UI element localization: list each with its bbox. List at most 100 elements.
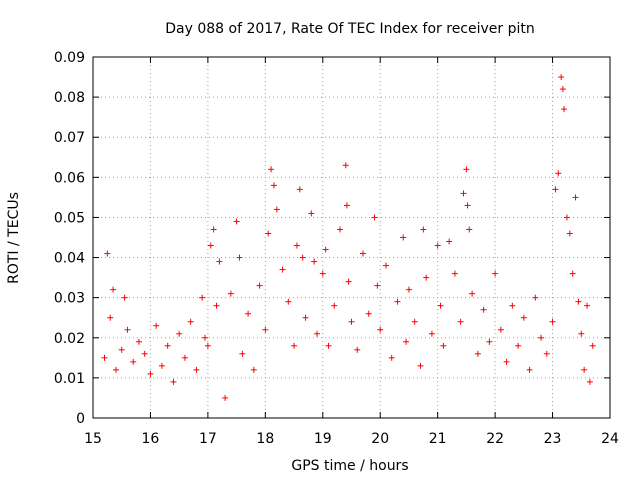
x-tick-label: 21 bbox=[429, 431, 447, 447]
data-point bbox=[480, 306, 487, 313]
data-point bbox=[437, 302, 444, 309]
data-point bbox=[586, 378, 593, 385]
data-point bbox=[299, 254, 306, 261]
data-point bbox=[213, 302, 220, 309]
data-point bbox=[285, 298, 292, 305]
data-point bbox=[265, 230, 272, 237]
x-tick-label: 20 bbox=[371, 431, 389, 447]
data-point bbox=[273, 206, 280, 213]
y-axis-ticks: 0 0.01 0.02 0.03 0.04 0.05 0.06 0.07 0.08 0.09 bbox=[54, 50, 610, 427]
data-point bbox=[342, 162, 349, 169]
data-point bbox=[423, 274, 430, 281]
data-point bbox=[446, 238, 453, 245]
data-point bbox=[589, 342, 596, 349]
data-point bbox=[245, 310, 252, 317]
x-axis-label: GPS time / hours bbox=[291, 458, 408, 474]
data-point bbox=[164, 342, 171, 349]
data-point bbox=[187, 318, 194, 325]
data-point bbox=[322, 246, 329, 253]
data-point bbox=[270, 182, 277, 189]
data-point bbox=[227, 290, 234, 297]
x-tick-label: 17 bbox=[199, 431, 217, 447]
data-point bbox=[293, 242, 300, 249]
data-point bbox=[202, 334, 209, 341]
data-point bbox=[578, 330, 585, 337]
data-point bbox=[569, 270, 576, 277]
data-point bbox=[354, 346, 361, 353]
y-tick-label: 0.04 bbox=[54, 251, 85, 267]
data-point bbox=[382, 262, 389, 269]
data-point bbox=[199, 294, 206, 301]
y-tick-label: 0.08 bbox=[54, 90, 85, 106]
data-point bbox=[509, 302, 516, 309]
y-tick-label: 0.02 bbox=[54, 331, 85, 347]
data-point bbox=[365, 310, 372, 317]
x-tick-label: 16 bbox=[142, 431, 160, 447]
plot-frame bbox=[92, 56, 611, 419]
data-point bbox=[486, 338, 493, 345]
data-point bbox=[526, 366, 533, 373]
data-point bbox=[492, 270, 499, 277]
data-point bbox=[469, 290, 476, 297]
data-point bbox=[153, 322, 160, 329]
data-point bbox=[388, 354, 395, 361]
data-point bbox=[210, 226, 217, 233]
data-point bbox=[262, 326, 269, 333]
data-point bbox=[371, 214, 378, 221]
data-point bbox=[130, 358, 137, 365]
data-point bbox=[268, 166, 275, 173]
y-tick-label: 0.03 bbox=[54, 291, 85, 307]
data-point bbox=[555, 170, 562, 177]
data-point bbox=[308, 210, 315, 217]
chart-title: Day 088 of 2017, Rate Of TEC Index for r… bbox=[165, 21, 535, 37]
data-point bbox=[474, 350, 481, 357]
data-points bbox=[101, 74, 596, 401]
data-point bbox=[291, 342, 298, 349]
data-point bbox=[331, 302, 338, 309]
data-point bbox=[434, 242, 441, 249]
data-point bbox=[552, 186, 559, 193]
data-point bbox=[584, 302, 591, 309]
data-point bbox=[325, 342, 332, 349]
data-point bbox=[112, 366, 119, 373]
data-point bbox=[405, 286, 412, 293]
data-point bbox=[296, 186, 303, 193]
data-point bbox=[411, 318, 418, 325]
data-point bbox=[581, 366, 588, 373]
data-point bbox=[107, 314, 114, 321]
data-point bbox=[515, 342, 522, 349]
data-point bbox=[348, 318, 355, 325]
data-point bbox=[440, 342, 447, 349]
data-point bbox=[147, 370, 154, 377]
data-point bbox=[239, 350, 246, 357]
data-point bbox=[101, 354, 108, 361]
data-point bbox=[314, 330, 321, 337]
data-point bbox=[124, 326, 131, 333]
y-tick-label: 0.09 bbox=[54, 50, 85, 66]
data-point bbox=[135, 338, 142, 345]
data-point bbox=[319, 270, 326, 277]
data-point bbox=[464, 202, 471, 209]
x-tick-label: 24 bbox=[601, 431, 619, 447]
data-point bbox=[343, 202, 350, 209]
data-point bbox=[538, 334, 545, 341]
data-point bbox=[104, 250, 111, 257]
data-point bbox=[400, 234, 407, 241]
data-point bbox=[170, 378, 177, 385]
y-axis-label: ROTI / TECUs bbox=[6, 192, 22, 284]
data-point bbox=[575, 298, 582, 305]
data-point bbox=[236, 254, 243, 261]
data-point bbox=[572, 194, 579, 201]
data-point bbox=[563, 214, 570, 221]
data-point bbox=[457, 318, 464, 325]
data-point bbox=[216, 258, 223, 265]
x-tick-label: 15 bbox=[84, 431, 102, 447]
data-point bbox=[503, 358, 510, 365]
data-point bbox=[279, 266, 286, 273]
data-point bbox=[110, 286, 117, 293]
data-point bbox=[207, 242, 214, 249]
data-point bbox=[566, 230, 573, 237]
data-point bbox=[359, 250, 366, 257]
data-point bbox=[466, 226, 473, 233]
